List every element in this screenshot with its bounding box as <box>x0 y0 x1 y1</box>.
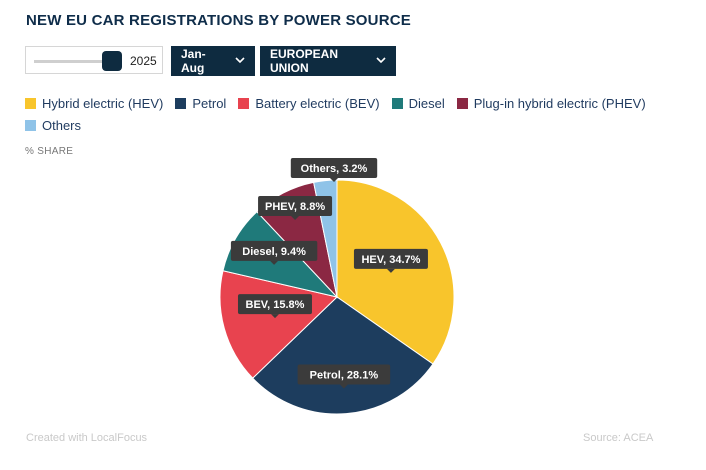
legend-item-diesel[interactable]: Diesel <box>391 94 445 112</box>
region-dropdown-label: EUROPEAN UNION <box>270 47 339 75</box>
chart-legend: Hybrid electric (HEV) Petrol Battery ele… <box>25 94 665 134</box>
legend-swatch <box>175 97 187 109</box>
label-pointer <box>339 384 348 389</box>
legend-item-bev[interactable]: Battery electric (BEV) <box>238 94 380 112</box>
legend-label: Battery electric (BEV) <box>255 95 380 111</box>
credit-text: Created with LocalFocus <box>26 432 148 444</box>
slice-label-text: BEV, 15.8% <box>246 299 305 311</box>
slice-label-text: HEV, 34.7% <box>361 254 420 266</box>
slider-thumb[interactable] <box>102 51 122 71</box>
slice-label-text: Diesel, 9.4% <box>242 246 306 258</box>
legend-label: Petrol <box>192 95 227 111</box>
label-box <box>237 294 312 315</box>
label-box <box>353 248 428 269</box>
slice-label-others: Others, 3.2% <box>290 158 378 182</box>
period-dropdown-label: Jan-Aug <box>181 47 206 75</box>
year-slider[interactable]: 2025 <box>25 46 163 74</box>
legend-swatch <box>238 97 250 109</box>
slice-label-phev: PHEV, 8.8% <box>258 195 333 220</box>
label-box <box>258 195 333 216</box>
period-dropdown[interactable]: Jan-Aug <box>171 46 255 76</box>
legend-swatch <box>25 97 36 109</box>
chevron-down-icon <box>235 56 245 67</box>
label-box <box>290 158 378 178</box>
legend-label: Hybrid electric (HEV) <box>42 95 164 111</box>
chart-title: NEW EU CAR REGISTRATIONS BY POWER SOURCE <box>26 12 411 29</box>
label-box <box>297 364 391 385</box>
label-pointer <box>270 260 279 265</box>
label-pointer <box>386 268 395 273</box>
slice-label-text: Petrol, 28.1% <box>310 369 379 381</box>
legend-swatch <box>391 97 403 109</box>
slider-track[interactable] <box>34 60 118 63</box>
chevron-down-icon <box>376 56 386 67</box>
slice-label-diesel: Diesel, 9.4% <box>230 240 318 265</box>
source-text: Source: ACEA <box>583 432 654 444</box>
year-value: 2025 <box>130 54 157 68</box>
legend-item-hev[interactable]: Hybrid electric (HEV) <box>25 94 163 112</box>
label-pointer <box>291 215 300 220</box>
label-pointer <box>270 314 279 319</box>
slice-label-text: PHEV, 8.8% <box>265 201 325 213</box>
pie-slice-hev[interactable] <box>336 179 455 365</box>
slice-label-bev: BEV, 15.8% <box>237 294 312 319</box>
label-pointer <box>330 178 338 182</box>
share-label: % SHARE <box>25 146 74 157</box>
slice-label-hev: HEV, 34.7% <box>353 248 428 273</box>
legend-swatch <box>456 97 468 109</box>
legend-label: Diesel <box>408 95 445 111</box>
legend-swatch <box>25 119 36 131</box>
legend-item-others[interactable]: Others <box>25 116 81 134</box>
pie-slice-petrol[interactable] <box>252 296 434 415</box>
legend-label: Plug-in hybrid electric (PHEV) <box>473 95 646 111</box>
legend-item-phev[interactable]: Plug-in hybrid electric (PHEV) <box>456 94 646 112</box>
legend-label: Others <box>42 117 82 133</box>
region-dropdown[interactable]: EUROPEAN UNION <box>260 46 396 76</box>
legend-item-petrol[interactable]: Petrol <box>175 94 226 112</box>
slice-label-text: Others, 3.2% <box>301 163 368 175</box>
label-box <box>230 240 318 261</box>
slice-label-petrol: Petrol, 28.1% <box>297 364 391 389</box>
